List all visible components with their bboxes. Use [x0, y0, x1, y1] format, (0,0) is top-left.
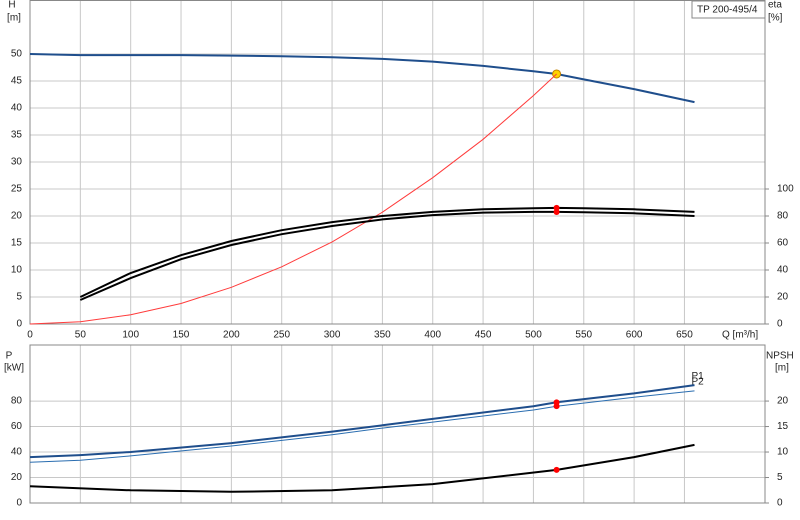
- y-tick-label: 20: [11, 472, 23, 483]
- y2-unit: [m]: [775, 363, 789, 374]
- y-tick-label: 40: [11, 447, 23, 458]
- y2-tick-label: 15: [777, 421, 789, 432]
- x-tick-label: 50: [75, 330, 87, 341]
- x-tick-label: 400: [424, 330, 441, 341]
- y2-tick-label: 20: [777, 396, 789, 407]
- top-frame: [29, 0, 766, 325]
- curve: [29, 53, 695, 104]
- y-tick-label: 45: [11, 76, 23, 87]
- curve: [29, 390, 695, 463]
- y-tick-label: 40: [11, 103, 23, 114]
- y-tick-label: 0: [16, 319, 22, 330]
- series-label: P2: [692, 377, 705, 388]
- y2-tick-label: 20: [777, 292, 789, 303]
- y2-tick-label: 80: [777, 211, 789, 222]
- y-tick-label: 10: [11, 265, 23, 276]
- y-tick-label: 20: [11, 211, 23, 222]
- y-tick-label: 35: [11, 130, 23, 141]
- x-tick-label: 0: [27, 330, 33, 341]
- y-tick-label: 25: [11, 184, 23, 195]
- x-tick-label: 550: [575, 330, 592, 341]
- x-tick-label: 150: [173, 330, 190, 341]
- y2-tick-label: 0: [777, 319, 783, 330]
- y-tick-label: 5: [16, 292, 22, 303]
- curve: [29, 384, 695, 459]
- y2-unit: [%]: [768, 13, 783, 24]
- y2-label: NPSH: [766, 351, 794, 362]
- bottom-frame: [29, 344, 766, 504]
- y-tick-label: 60: [11, 421, 23, 432]
- duty-point: [553, 466, 560, 473]
- title-box: [691, 0, 766, 19]
- y-tick-label: 0: [16, 498, 22, 509]
- y-unit: [m]: [7, 13, 21, 24]
- x-tick-label: 450: [475, 330, 492, 341]
- curve: [29, 443, 695, 493]
- y-tick-label: 15: [11, 238, 23, 249]
- duty-point: [553, 208, 560, 215]
- y2-tick-label: 60: [777, 238, 789, 249]
- x-tick-label: 350: [374, 330, 391, 341]
- y-unit: [kW]: [4, 363, 24, 374]
- y2-tick-label: 5: [777, 472, 783, 483]
- x-tick-label: 500: [525, 330, 542, 341]
- y2-tick-label: 10: [777, 447, 789, 458]
- x-label: Q [m³/h]: [722, 330, 758, 341]
- y2-tick-label: 40: [777, 265, 789, 276]
- y-label: P: [6, 351, 13, 362]
- y2-tick-label: 100: [777, 184, 794, 195]
- duty-point: [553, 403, 560, 410]
- x-tick-label: 300: [324, 330, 341, 341]
- y-tick-label: 80: [11, 396, 23, 407]
- curve: [79, 206, 695, 298]
- y-tick-label: 50: [11, 49, 23, 60]
- curve: [29, 73, 557, 325]
- curve: [79, 210, 695, 301]
- x-tick-label: 250: [273, 330, 290, 341]
- x-tick-label: 600: [626, 330, 643, 341]
- series-label: P1: [692, 371, 705, 382]
- y2-tick-label: 0: [777, 498, 783, 509]
- y2-label: eta: [768, 0, 782, 11]
- x-tick-label: 100: [122, 330, 139, 341]
- chart-title: TP 200-495/4: [697, 5, 758, 16]
- y-label: H: [8, 0, 15, 11]
- x-tick-label: 650: [676, 330, 693, 341]
- x-tick-label: 200: [223, 330, 240, 341]
- y-tick-label: 30: [11, 157, 23, 168]
